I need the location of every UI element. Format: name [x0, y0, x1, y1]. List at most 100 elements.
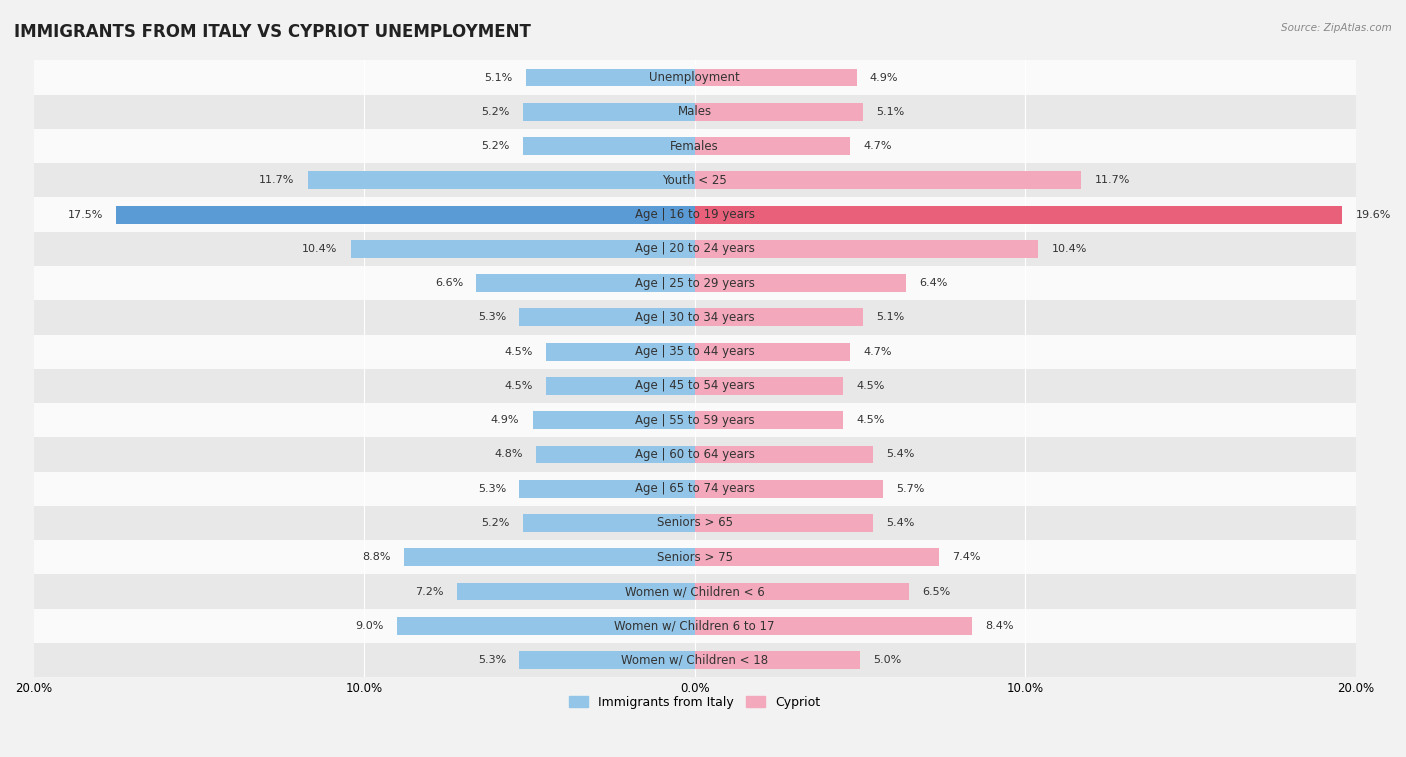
Text: IMMIGRANTS FROM ITALY VS CYPRIOT UNEMPLOYMENT: IMMIGRANTS FROM ITALY VS CYPRIOT UNEMPLO… [14, 23, 531, 41]
Text: 5.7%: 5.7% [896, 484, 925, 494]
Text: 5.2%: 5.2% [481, 141, 509, 151]
Bar [695, 103, 863, 120]
Text: Age | 55 to 59 years: Age | 55 to 59 years [634, 413, 755, 427]
Text: 4.5%: 4.5% [505, 381, 533, 391]
Text: Age | 20 to 24 years: Age | 20 to 24 years [634, 242, 755, 255]
Text: Age | 30 to 34 years: Age | 30 to 34 years [634, 311, 755, 324]
Text: Age | 60 to 64 years: Age | 60 to 64 years [634, 448, 755, 461]
Bar [519, 480, 695, 497]
Text: 10.4%: 10.4% [302, 244, 337, 254]
Text: 6.6%: 6.6% [434, 278, 463, 288]
Bar [34, 198, 1355, 232]
Text: 5.4%: 5.4% [886, 518, 915, 528]
Bar [308, 171, 695, 189]
Text: 5.2%: 5.2% [481, 107, 509, 117]
Text: 4.9%: 4.9% [870, 73, 898, 83]
Text: 5.2%: 5.2% [481, 518, 509, 528]
Text: 4.7%: 4.7% [863, 347, 891, 357]
Bar [457, 583, 695, 600]
Bar [34, 335, 1355, 369]
Legend: Immigrants from Italy, Cypriot: Immigrants from Italy, Cypriot [564, 691, 825, 714]
Text: Women w/ Children < 6: Women w/ Children < 6 [624, 585, 765, 598]
Bar [396, 617, 695, 634]
Text: 10.4%: 10.4% [1052, 244, 1087, 254]
Bar [695, 514, 873, 532]
Text: 6.4%: 6.4% [920, 278, 948, 288]
Text: 8.4%: 8.4% [986, 621, 1014, 631]
Bar [695, 480, 883, 497]
Bar [695, 343, 851, 360]
Text: 4.9%: 4.9% [491, 415, 519, 425]
Text: Age | 65 to 74 years: Age | 65 to 74 years [634, 482, 755, 495]
Bar [695, 377, 844, 395]
Text: 9.0%: 9.0% [356, 621, 384, 631]
Text: Age | 25 to 29 years: Age | 25 to 29 years [634, 276, 755, 290]
Text: 5.1%: 5.1% [876, 107, 904, 117]
Bar [695, 583, 910, 600]
Bar [34, 301, 1355, 335]
Text: Youth < 25: Youth < 25 [662, 174, 727, 187]
Bar [546, 377, 695, 395]
Text: 5.0%: 5.0% [873, 655, 901, 665]
Text: Source: ZipAtlas.com: Source: ZipAtlas.com [1281, 23, 1392, 33]
Bar [34, 506, 1355, 540]
Text: Women w/ Children < 18: Women w/ Children < 18 [621, 653, 768, 666]
Bar [352, 240, 695, 258]
Bar [34, 575, 1355, 609]
Text: Age | 16 to 19 years: Age | 16 to 19 years [634, 208, 755, 221]
Bar [34, 129, 1355, 164]
Bar [34, 95, 1355, 129]
Bar [695, 171, 1081, 189]
Bar [695, 446, 873, 463]
Bar [34, 61, 1355, 95]
Text: Seniors > 75: Seniors > 75 [657, 551, 733, 564]
Bar [34, 643, 1355, 678]
Bar [526, 69, 695, 86]
Bar [695, 411, 844, 429]
Bar [695, 240, 1038, 258]
Bar [536, 446, 695, 463]
Bar [34, 369, 1355, 403]
Bar [546, 343, 695, 360]
Bar [533, 411, 695, 429]
Bar [519, 651, 695, 669]
Bar [34, 403, 1355, 438]
Bar [695, 206, 1343, 223]
Bar [404, 548, 695, 566]
Bar [34, 164, 1355, 198]
Text: 5.3%: 5.3% [478, 484, 506, 494]
Bar [695, 548, 939, 566]
Text: 4.8%: 4.8% [495, 450, 523, 459]
Text: 8.8%: 8.8% [361, 553, 391, 562]
Bar [695, 69, 856, 86]
Text: 7.2%: 7.2% [415, 587, 443, 597]
Text: Unemployment: Unemployment [650, 71, 740, 84]
Bar [695, 651, 860, 669]
Bar [523, 103, 695, 120]
Text: 7.4%: 7.4% [952, 553, 981, 562]
Bar [117, 206, 695, 223]
Text: 11.7%: 11.7% [259, 176, 295, 185]
Text: 4.5%: 4.5% [856, 415, 884, 425]
Bar [695, 137, 851, 155]
Text: Age | 35 to 44 years: Age | 35 to 44 years [634, 345, 755, 358]
Text: Seniors > 65: Seniors > 65 [657, 516, 733, 529]
Text: 5.3%: 5.3% [478, 655, 506, 665]
Text: 5.1%: 5.1% [876, 313, 904, 322]
Text: 5.4%: 5.4% [886, 450, 915, 459]
Bar [34, 232, 1355, 266]
Text: 19.6%: 19.6% [1355, 210, 1391, 220]
Text: 4.7%: 4.7% [863, 141, 891, 151]
Bar [695, 274, 905, 292]
Text: 4.5%: 4.5% [856, 381, 884, 391]
Text: Females: Females [671, 139, 718, 153]
Text: 5.3%: 5.3% [478, 313, 506, 322]
Text: Age | 45 to 54 years: Age | 45 to 54 years [634, 379, 755, 392]
Bar [34, 438, 1355, 472]
Text: 4.5%: 4.5% [505, 347, 533, 357]
Bar [519, 309, 695, 326]
Bar [34, 609, 1355, 643]
Bar [695, 309, 863, 326]
Text: 11.7%: 11.7% [1094, 176, 1130, 185]
Bar [523, 137, 695, 155]
